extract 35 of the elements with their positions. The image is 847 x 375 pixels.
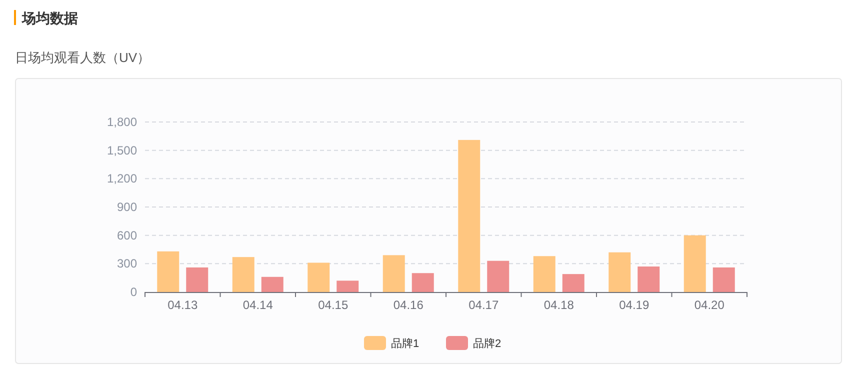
chart-title: 场均数据 [21, 10, 78, 26]
legend-label: 品牌2 [473, 338, 502, 350]
bar [261, 276, 284, 292]
x-tick-label: 04.14 [242, 298, 274, 312]
x-tick-label: 04.20 [694, 298, 725, 312]
y-tick-label: 1,500 [106, 143, 138, 158]
x-tick-label: 04.17 [468, 298, 499, 312]
y-tick-label: 300 [116, 256, 138, 271]
y-tick-label: 900 [116, 200, 138, 214]
bar [458, 140, 480, 292]
bar [157, 251, 180, 292]
bar [684, 235, 706, 292]
bar [533, 256, 556, 292]
y-tick-label: 1,800 [106, 115, 138, 129]
bar [712, 267, 735, 292]
x-tick-label: 04.16 [393, 298, 424, 312]
bar [232, 257, 254, 292]
x-tick-label: 04.19 [619, 298, 650, 312]
chart-subtitle: 日场均观看人数（UV） [15, 50, 150, 65]
y-tick-label: 600 [116, 228, 138, 242]
bar [562, 274, 584, 292]
legend-label: 品牌1 [391, 338, 420, 350]
bar [186, 267, 208, 292]
bar [308, 262, 330, 292]
bar [412, 273, 434, 292]
x-tick-label: 04.18 [544, 298, 574, 312]
bar [382, 255, 405, 292]
bar [608, 252, 631, 292]
bar [336, 280, 359, 292]
bar [638, 266, 660, 292]
y-tick-label: 0 [130, 285, 138, 299]
x-tick-label: 04.13 [168, 298, 198, 312]
bar [487, 260, 510, 292]
x-tick-label: 04.15 [318, 298, 348, 312]
y-tick-label: 1,200 [106, 172, 138, 186]
